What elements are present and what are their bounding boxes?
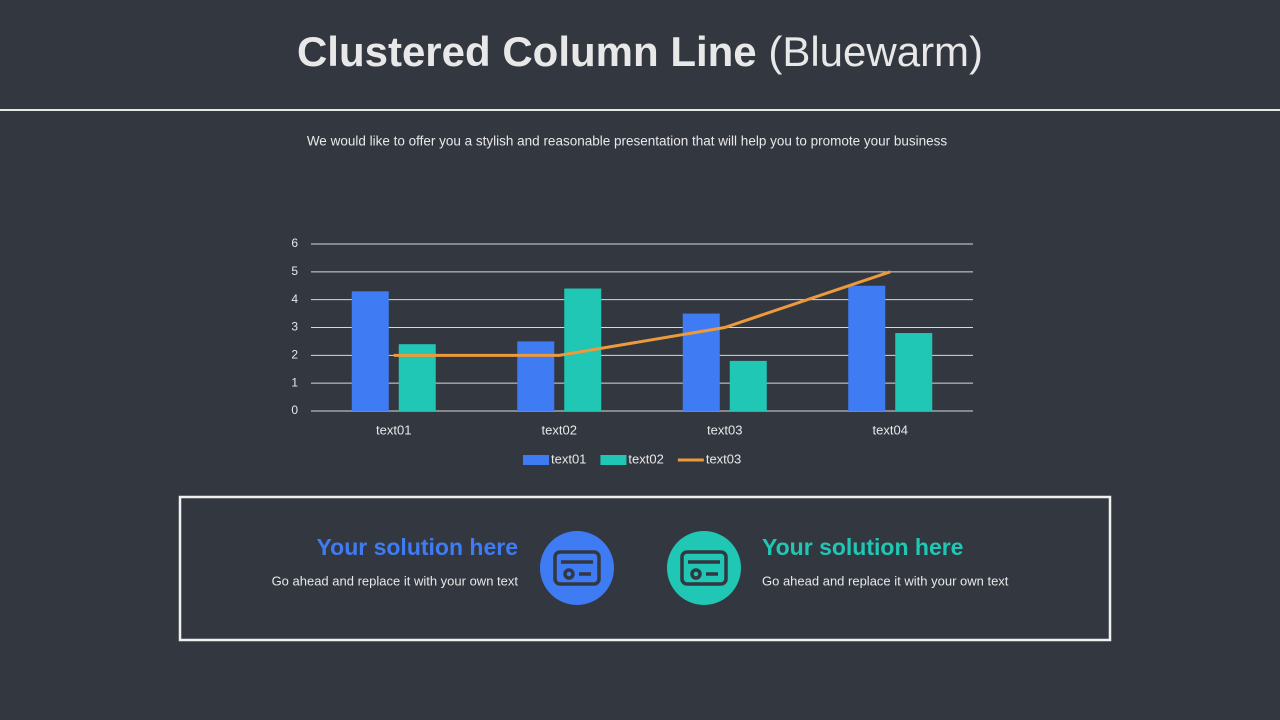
card-title: Your solution here bbox=[762, 534, 963, 560]
x-tick-label: text02 bbox=[542, 422, 577, 437]
subtitle: We would like to offer you a stylish and… bbox=[307, 134, 948, 149]
card-icon bbox=[680, 550, 728, 586]
title-suffix: (Bluewarm) bbox=[768, 28, 983, 75]
legend-swatch bbox=[600, 455, 627, 465]
title-main: Clustered Column Line bbox=[297, 28, 757, 75]
y-tick-label: 2 bbox=[291, 348, 298, 362]
x-tick-label: text03 bbox=[707, 422, 742, 437]
x-tick-label: text01 bbox=[376, 422, 411, 437]
bar bbox=[729, 360, 767, 411]
card-box bbox=[178, 495, 1112, 642]
bar bbox=[517, 341, 555, 411]
title: Clustered Column Line (Bluewarm) bbox=[297, 28, 983, 75]
legend-label: text01 bbox=[551, 451, 586, 466]
legend-label: text03 bbox=[706, 451, 741, 466]
y-tick-label: 3 bbox=[291, 320, 298, 334]
y-tick-label: 6 bbox=[291, 236, 298, 250]
x-tick-label: text04 bbox=[873, 422, 908, 437]
chart: 0 1 2 3 4 5 6 text01 text02 text03 text04 text01 tex… bbox=[291, 236, 973, 466]
legend-swatch bbox=[523, 455, 549, 465]
card-icon-circle bbox=[667, 531, 741, 605]
card-title: Your solution here bbox=[317, 534, 518, 560]
y-tick-label: 4 bbox=[291, 292, 298, 306]
bar bbox=[895, 333, 933, 411]
bar bbox=[351, 291, 389, 411]
card-icon-circle bbox=[540, 531, 614, 605]
card-text: Go ahead and replace it with your own te… bbox=[272, 573, 519, 588]
legend-label: text02 bbox=[628, 451, 663, 466]
card-text: Go ahead and replace it with your own te… bbox=[762, 573, 1009, 588]
y-tick-label: 5 bbox=[291, 264, 298, 278]
bar bbox=[848, 285, 886, 411]
y-tick-label: 0 bbox=[291, 403, 298, 417]
card-icon bbox=[553, 550, 601, 586]
line bbox=[393, 270, 891, 357]
y-tick-label: 1 bbox=[291, 375, 298, 389]
